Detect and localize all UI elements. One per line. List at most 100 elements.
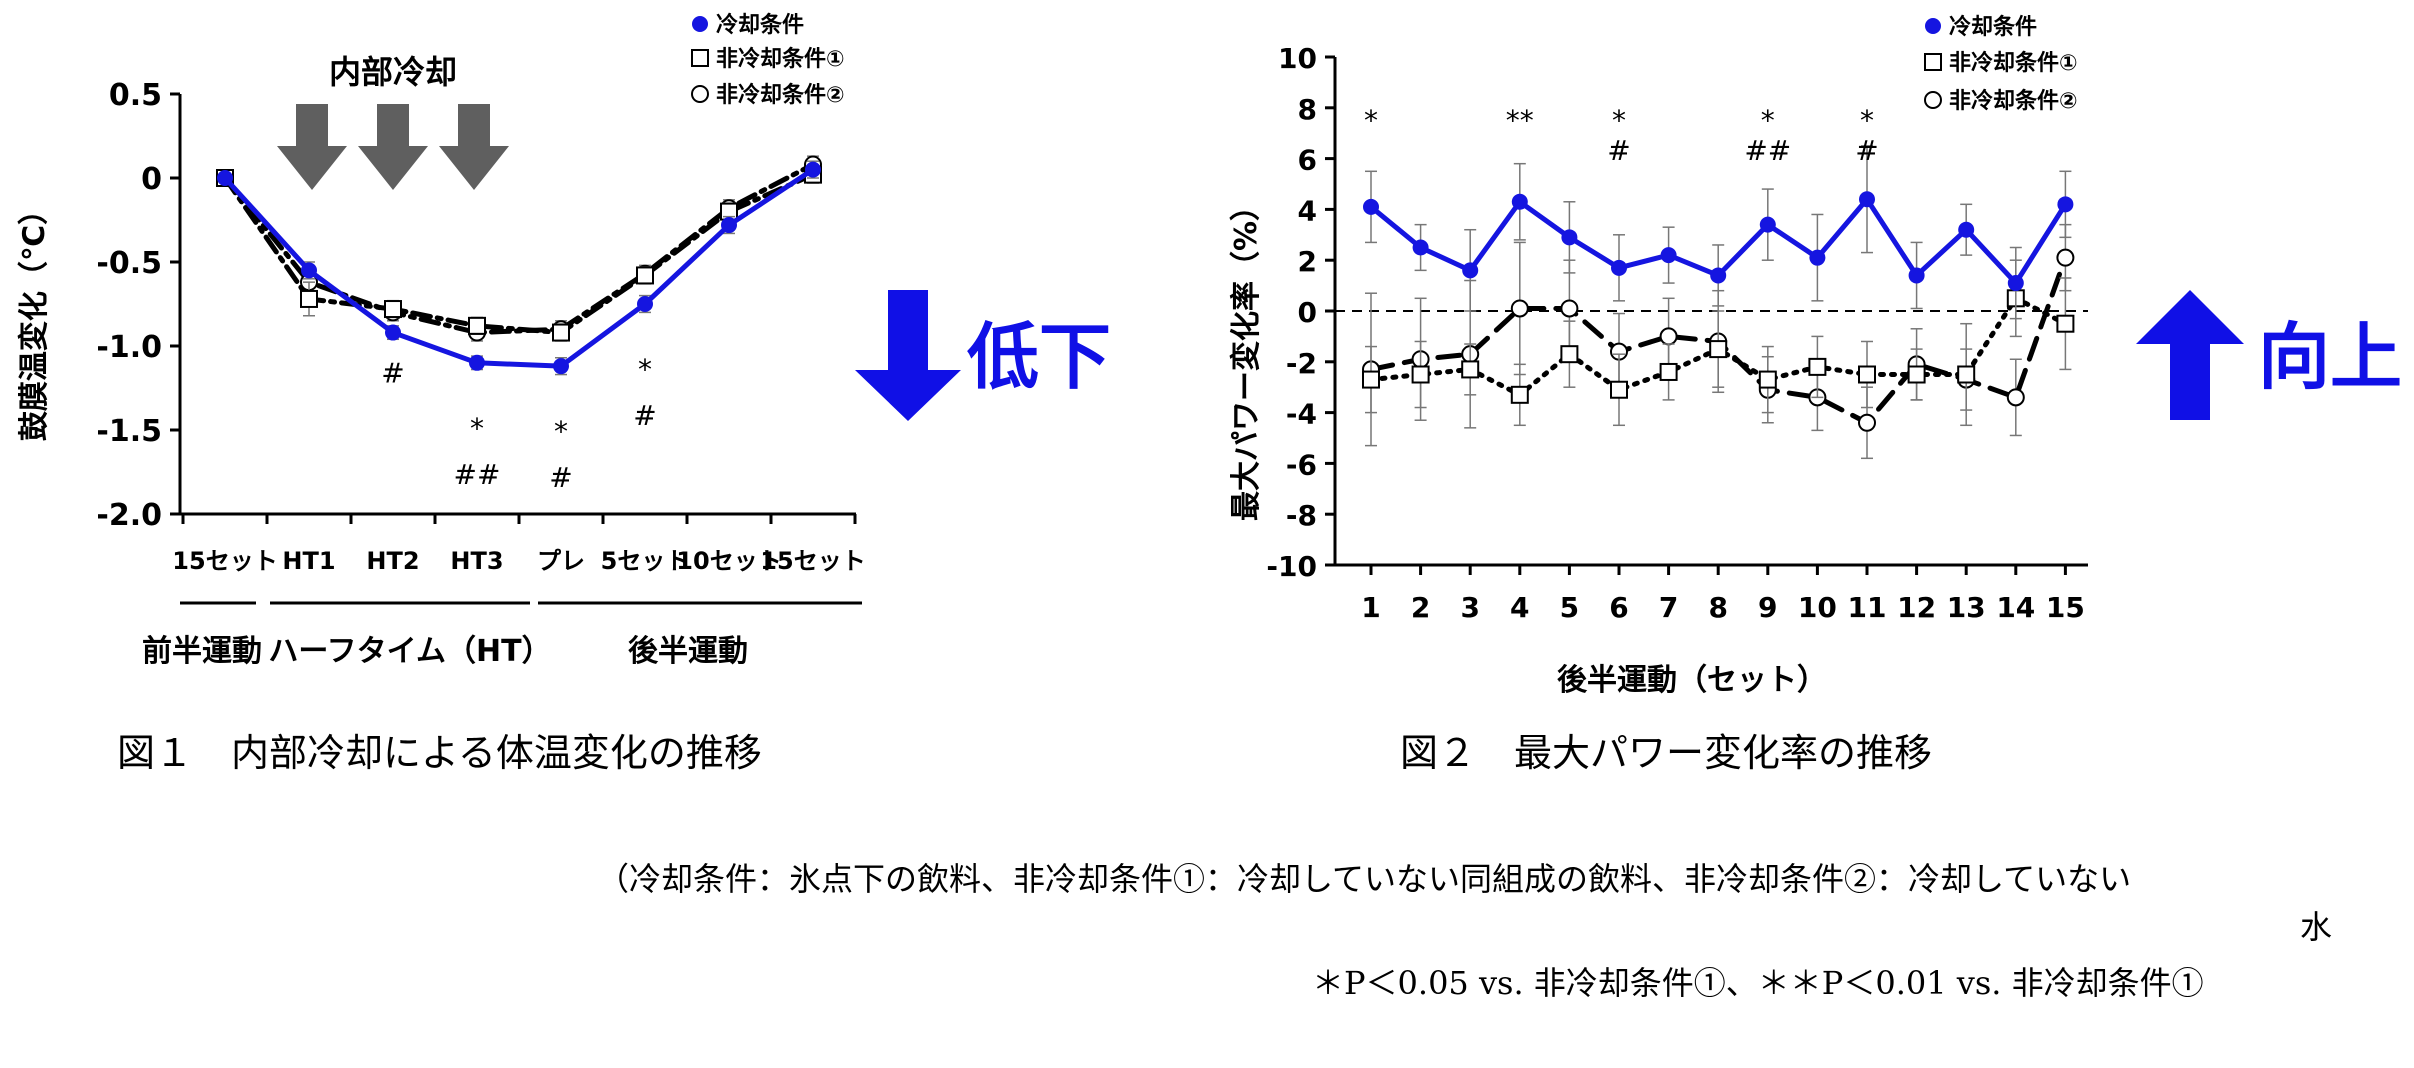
data-point [1908,267,1925,284]
data-point [1709,340,1728,359]
data-point [1808,357,1827,376]
phase-label-second-half: 後半運動 [628,634,748,669]
trend-decrease: 低下 [855,290,1111,421]
figure2-caption: 図２ 最大パワー変化率の推移 [1400,731,1932,775]
y-tick-label: 10 [1278,42,1317,75]
figure1-phase-brackets: 前半運動 ハーフタイム（HT） 後半運動 [142,601,862,669]
significance-mark: # [549,461,572,494]
figure2-y-axis-label: 最大パワー変化率（%） [1229,191,1264,521]
x-tick-label: 3 [1460,591,1479,624]
data-point [805,161,821,178]
data-point [1611,259,1627,276]
x-tick-label: 6 [1609,591,1628,624]
legend-label-noncooling1: 非冷却条件① [1949,50,2078,76]
significance-mark: ## [1744,134,1791,167]
series-cooling [217,160,821,376]
x-tick-label: 15セット [760,547,865,575]
y-tick-label: 6 [1298,144,1317,177]
legend-label-noncooling2: 非冷却条件② [716,82,845,108]
data-point [1907,365,1926,384]
significance-mark: * [638,353,652,386]
data-point [1561,229,1578,246]
series-line [222,167,816,369]
data-point [1511,193,1528,210]
data-point [553,358,569,375]
data-point [721,217,737,234]
data-point [1461,360,1480,379]
data-point [1560,299,1579,318]
y-tick-label: 0.5 [109,78,162,113]
x-tick-label: 13 [1947,591,1986,624]
x-tick-label: 10 [1798,591,1837,624]
internal-cooling-label: 内部冷却 [329,53,457,91]
trend-decrease-label: 低下 [967,315,1111,399]
trend-arrow-down-icon [855,290,961,421]
data-point [1462,262,1479,279]
x-tick-label: 5セット [601,547,690,575]
figure1-series [216,155,822,376]
legend-marker-cooling [1925,18,1941,34]
footnote-conditions-wrap: 水 [2300,908,2333,946]
significance-mark: * [1860,104,1874,137]
significance-mark: ** [1506,104,1534,137]
x-tick-label: 12 [1897,591,1936,624]
y-tick-label: -1.5 [96,414,162,449]
y-tick-label: 2 [1298,245,1317,278]
data-point [1957,365,1976,384]
y-tick-label: -2 [1286,347,1317,380]
data-point [2057,196,2074,213]
data-point [1809,249,1826,266]
data-point [468,316,486,335]
series-cooling [1363,145,2074,320]
legend-marker-noncooling1 [691,49,709,67]
data-point [300,289,318,308]
x-tick-label: 8 [1708,591,1727,624]
significance-mark: # [1855,134,1878,167]
significance-mark: # [1607,134,1630,167]
x-tick-label: 1 [1361,591,1380,624]
data-point [637,296,653,312]
data-point [217,170,233,186]
x-tick-label: 15 [2046,591,2085,624]
cooling-arrow-down-icon [277,104,347,190]
significance-mark: * [470,412,484,445]
significance-mark: ## [454,458,501,491]
data-point [385,324,401,341]
series-noncooling1 [216,165,822,342]
y-tick-label: 0 [141,162,162,197]
y-tick-label: -6 [1286,448,1317,481]
figure1-y-axis-label: 鼓膜温変化（℃） [17,195,52,441]
data-point [1858,413,1876,432]
series-line [222,172,816,336]
figure1-caption: 図１ 内部冷却による体温変化の推移 [117,731,762,775]
data-point [301,262,317,279]
legend-marker-noncooling1 [1924,53,1942,71]
y-tick-label: -1.0 [96,330,162,365]
data-point [1510,385,1529,404]
trend-increase-label: 向上 [2258,315,2402,399]
data-point [2006,388,2025,407]
y-tick-label: -10 [1266,550,1317,583]
figure2-legend: 冷却条件 非冷却条件① 非冷却条件② [1924,14,2078,114]
legend-label-cooling: 冷却条件 [716,12,804,38]
cooling-arrow-down-icon [439,104,509,190]
significance-mark: * [554,415,568,448]
x-tick-label: 10セット [676,547,781,575]
figure2-significance-marks: * ** *#*##*# [1364,104,1879,167]
data-point [384,300,402,319]
x-tick-label: HT3 [450,547,503,575]
x-tick-label: 14 [1996,591,2035,624]
x-tick-label: 7 [1659,591,1678,624]
data-point [1412,239,1429,256]
figure2-x-axis-label: 後半運動（セット） [1557,663,1827,698]
data-point [1610,380,1628,399]
footnote-conditions: （冷却条件：氷点下の飲料、非冷却条件①：冷却していない同組成の飲料、非冷却条件②… [597,860,2132,898]
x-tick-label: HT1 [282,547,335,575]
data-point [1560,345,1579,364]
data-point [1660,247,1677,264]
